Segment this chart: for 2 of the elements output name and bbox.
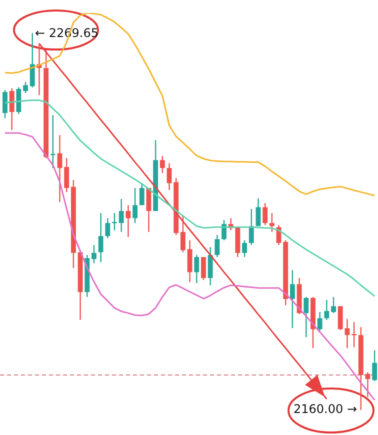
candlestick — [126, 205, 131, 238]
annotation: 2160.00 → — [294, 402, 357, 416]
